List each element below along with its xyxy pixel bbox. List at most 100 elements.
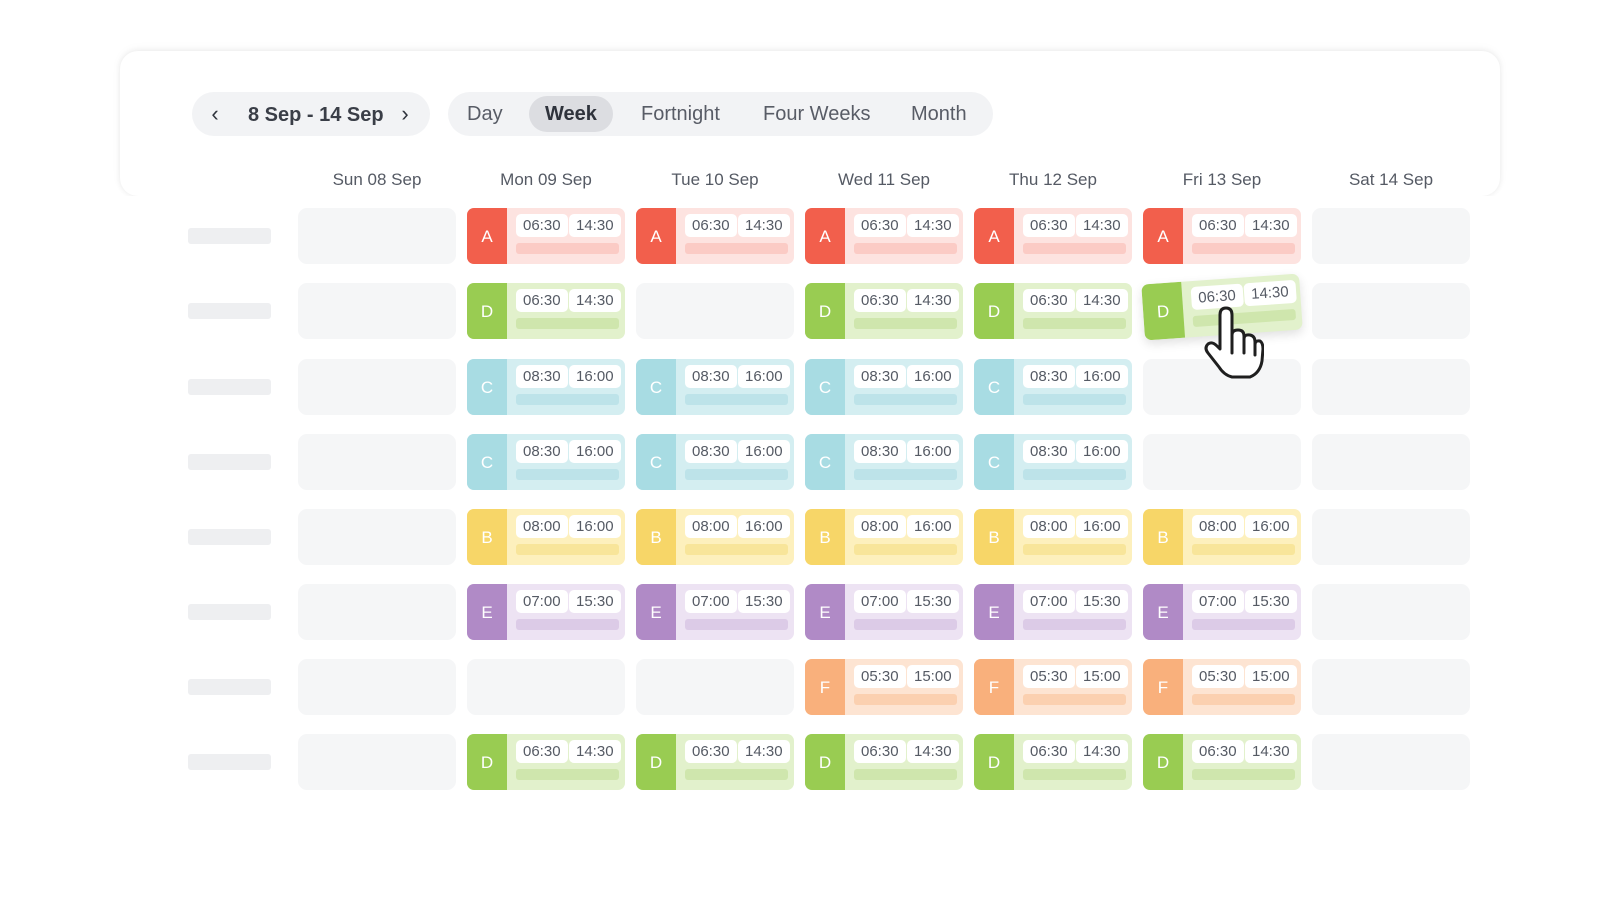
shift-role-bar xyxy=(516,394,619,405)
empty-slot[interactable] xyxy=(1312,734,1470,790)
shift-end-time: 16:00 xyxy=(738,440,790,463)
shift-end-time: 16:00 xyxy=(907,365,959,388)
empty-slot[interactable] xyxy=(298,734,456,790)
shift-end-time: 14:30 xyxy=(569,214,621,237)
view-month-button[interactable]: Month xyxy=(911,103,967,125)
shift-block[interactable]: E 07:00 15:30 xyxy=(974,584,1132,640)
empty-slot[interactable] xyxy=(298,359,456,415)
shift-type-badge: C xyxy=(467,434,507,490)
empty-slot[interactable] xyxy=(636,283,794,339)
shift-block[interactable]: D 06:30 14:30 xyxy=(974,283,1132,339)
shift-block[interactable]: D 06:30 14:30 xyxy=(636,734,794,790)
shift-block[interactable]: D 06:30 14:30 xyxy=(1143,734,1301,790)
shift-block[interactable]: B 08:00 16:00 xyxy=(636,509,794,565)
view-four-weeks-button[interactable]: Four Weeks xyxy=(763,103,871,125)
shift-block[interactable]: F 05:30 15:00 xyxy=(1143,659,1301,715)
view-switcher: Day Week Fortnight Four Weeks Month xyxy=(448,92,993,136)
shift-start-time: 06:30 xyxy=(1023,740,1075,763)
shift-block[interactable]: D 06:30 14:30 xyxy=(805,283,963,339)
shift-block[interactable]: D 06:30 14:30 xyxy=(805,734,963,790)
shift-block[interactable]: D 06:30 14:30 xyxy=(467,734,625,790)
shift-block[interactable]: D 06:30 14:30 xyxy=(467,283,625,339)
empty-slot[interactable] xyxy=(636,659,794,715)
shift-block[interactable]: C 08:30 16:00 xyxy=(636,434,794,490)
shift-type-badge: E xyxy=(805,584,845,640)
shift-type-badge: E xyxy=(1143,584,1183,640)
shift-block[interactable]: C 08:30 16:00 xyxy=(805,434,963,490)
shift-block[interactable]: E 07:00 15:30 xyxy=(1143,584,1301,640)
shift-type-badge: B xyxy=(974,509,1014,565)
empty-slot[interactable] xyxy=(298,659,456,715)
shift-end-time: 16:00 xyxy=(738,515,790,538)
empty-slot[interactable] xyxy=(298,509,456,565)
shift-end-time: 16:00 xyxy=(1076,365,1128,388)
empty-slot[interactable] xyxy=(298,283,456,339)
shift-block[interactable]: D 06:30 14:30 xyxy=(974,734,1132,790)
shift-role-bar xyxy=(854,619,957,630)
shift-block[interactable]: A 06:30 14:30 xyxy=(974,208,1132,264)
shift-block[interactable]: F 05:30 15:00 xyxy=(974,659,1132,715)
shift-block[interactable]: E 07:00 15:30 xyxy=(805,584,963,640)
employee-name-placeholder xyxy=(188,228,271,244)
shift-block[interactable]: A 06:30 14:30 xyxy=(805,208,963,264)
empty-slot[interactable] xyxy=(1143,434,1301,490)
shift-start-time: 08:00 xyxy=(685,515,737,538)
shift-block[interactable]: B 08:00 16:00 xyxy=(805,509,963,565)
shift-type-badge: D xyxy=(805,283,845,339)
shift-start-time: 06:30 xyxy=(1023,214,1075,237)
shift-block[interactable]: C 08:30 16:00 xyxy=(974,359,1132,415)
shift-block[interactable]: C 08:30 16:00 xyxy=(805,359,963,415)
shift-role-bar xyxy=(1192,769,1295,780)
shift-type-badge: A xyxy=(974,208,1014,264)
shift-block[interactable]: E 07:00 15:30 xyxy=(636,584,794,640)
empty-slot[interactable] xyxy=(1312,584,1470,640)
day-header: Fri 13 Sep xyxy=(1182,170,1262,189)
empty-slot[interactable] xyxy=(298,434,456,490)
view-fortnight-button[interactable]: Fortnight xyxy=(641,103,720,125)
shift-type-badge: C xyxy=(467,359,507,415)
shift-role-bar xyxy=(854,469,957,480)
shift-end-time: 16:00 xyxy=(569,515,621,538)
shift-block[interactable]: C 08:30 16:00 xyxy=(467,359,625,415)
empty-slot[interactable] xyxy=(1312,283,1470,339)
shift-role-bar xyxy=(854,769,957,780)
chevron-left-icon[interactable]: ‹ xyxy=(211,101,219,126)
shift-block[interactable]: A 06:30 14:30 xyxy=(636,208,794,264)
shift-block[interactable]: C 08:30 16:00 xyxy=(974,434,1132,490)
empty-slot[interactable] xyxy=(1312,509,1470,565)
shift-block[interactable]: F 05:30 15:00 xyxy=(805,659,963,715)
empty-slot[interactable] xyxy=(467,659,625,715)
shift-role-bar xyxy=(685,394,788,405)
shift-block[interactable]: A 06:30 14:30 xyxy=(467,208,625,264)
empty-slot[interactable] xyxy=(1312,434,1470,490)
shift-start-time: 07:00 xyxy=(516,590,568,613)
shift-block[interactable]: B 08:00 16:00 xyxy=(1143,509,1301,565)
date-range-label: 8 Sep - 14 Sep xyxy=(248,104,384,126)
shift-end-time: 14:30 xyxy=(1076,214,1128,237)
shift-role-bar xyxy=(685,544,788,555)
shift-role-bar xyxy=(516,769,619,780)
chevron-right-icon[interactable]: › xyxy=(401,101,409,126)
shift-start-time: 06:30 xyxy=(1023,289,1075,312)
empty-slot[interactable] xyxy=(298,208,456,264)
day-header: Sat 14 Sep xyxy=(1348,170,1434,189)
shift-block[interactable]: B 08:00 16:00 xyxy=(467,509,625,565)
shift-block[interactable]: C 08:30 16:00 xyxy=(467,434,625,490)
empty-slot[interactable] xyxy=(1312,359,1470,415)
shift-start-time: 06:30 xyxy=(685,740,737,763)
shift-start-time: 06:30 xyxy=(854,214,906,237)
view-week-button[interactable]: Week xyxy=(529,96,613,132)
empty-slot[interactable] xyxy=(1312,659,1470,715)
day-header: Sun 08 Sep xyxy=(332,170,422,189)
shift-start-time: 08:00 xyxy=(1023,515,1075,538)
shift-block[interactable]: A 06:30 14:30 xyxy=(1143,208,1301,264)
empty-slot[interactable] xyxy=(1312,208,1470,264)
shift-end-time: 14:30 xyxy=(907,740,959,763)
view-day-button[interactable]: Day xyxy=(467,103,503,125)
shift-block[interactable]: E 07:00 15:30 xyxy=(467,584,625,640)
shift-end-time: 16:00 xyxy=(1076,440,1128,463)
shift-block[interactable]: C 08:30 16:00 xyxy=(636,359,794,415)
empty-slot[interactable] xyxy=(298,584,456,640)
shift-block[interactable]: B 08:00 16:00 xyxy=(974,509,1132,565)
shift-end-time: 15:00 xyxy=(1245,665,1297,688)
